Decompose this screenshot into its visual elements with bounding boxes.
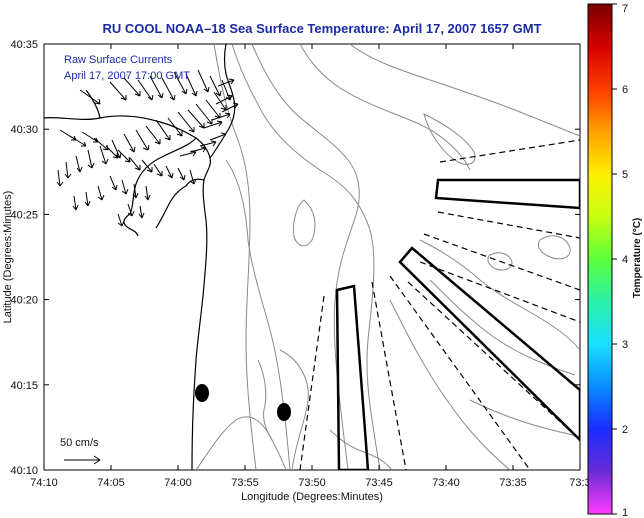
radar-dashed-lines xyxy=(299,139,580,470)
colorbar-tick-label: 3 xyxy=(622,339,628,351)
y-axis-label: Latitude (Degrees:Minutes) xyxy=(2,191,14,324)
x-tick-label: 74:00 xyxy=(164,477,192,489)
scale-label: 50 cm/s xyxy=(60,437,99,449)
x-tick-label: 74:05 xyxy=(97,477,125,489)
coastline xyxy=(44,44,236,470)
colorbar-label: Temperature (°C) xyxy=(632,218,643,299)
buoy-marker xyxy=(277,403,291,421)
x-tick-label: 74:10 xyxy=(30,477,58,489)
plot-area xyxy=(43,43,581,471)
colorbar-tick-label: 6 xyxy=(622,84,628,96)
y-tick-label: 40:30 xyxy=(10,124,38,136)
x-tick-label: 73:3 xyxy=(569,477,590,489)
map-content xyxy=(44,44,580,470)
legend-line-2: April 17, 2007 17:00 GMT xyxy=(64,70,190,82)
x-axis-label: Longitude (Degrees:Minutes) xyxy=(241,491,383,503)
x-tick-label: 73:35 xyxy=(499,477,527,489)
colorbar-tick-label: 5 xyxy=(622,169,628,181)
x-tick-label: 73:50 xyxy=(298,477,326,489)
scale-arrow xyxy=(64,455,101,465)
current-vectors xyxy=(56,69,239,227)
y-axis-ticks: 40:35 40:30 40:25 40:20 40:15 40:10 xyxy=(10,39,580,477)
y-tick-label: 40:25 xyxy=(10,209,38,221)
x-axis-ticks: 74:10 74:05 74:00 73:55 73:50 73:45 73:40 73:35… xyxy=(30,44,591,489)
legend-line-1: Raw Surface Currents xyxy=(64,54,173,66)
colorbar-tick-label: 4 xyxy=(622,254,628,266)
buoy-marker xyxy=(195,384,209,402)
x-tick-label: 73:40 xyxy=(432,477,460,489)
colorbar-tick-label: 1 xyxy=(622,507,628,518)
colorbar-ticks: 7 6 5 4 3 2 1 xyxy=(612,3,628,518)
colorbar-tick-label: 7 xyxy=(622,3,628,15)
x-tick-label: 73:45 xyxy=(365,477,393,489)
colorbar xyxy=(587,3,613,515)
colorbar-tick-label: 2 xyxy=(622,424,628,436)
x-tick-label: 73:55 xyxy=(231,477,259,489)
y-tick-label: 40:10 xyxy=(10,465,38,477)
figure-title: RU COOL NOAA–18 Sea Surface Temperature:… xyxy=(102,21,541,36)
y-tick-label: 40:20 xyxy=(10,295,38,307)
y-tick-label: 40:35 xyxy=(10,39,38,51)
radar-beams xyxy=(335,178,580,470)
y-tick-label: 40:15 xyxy=(10,380,38,392)
